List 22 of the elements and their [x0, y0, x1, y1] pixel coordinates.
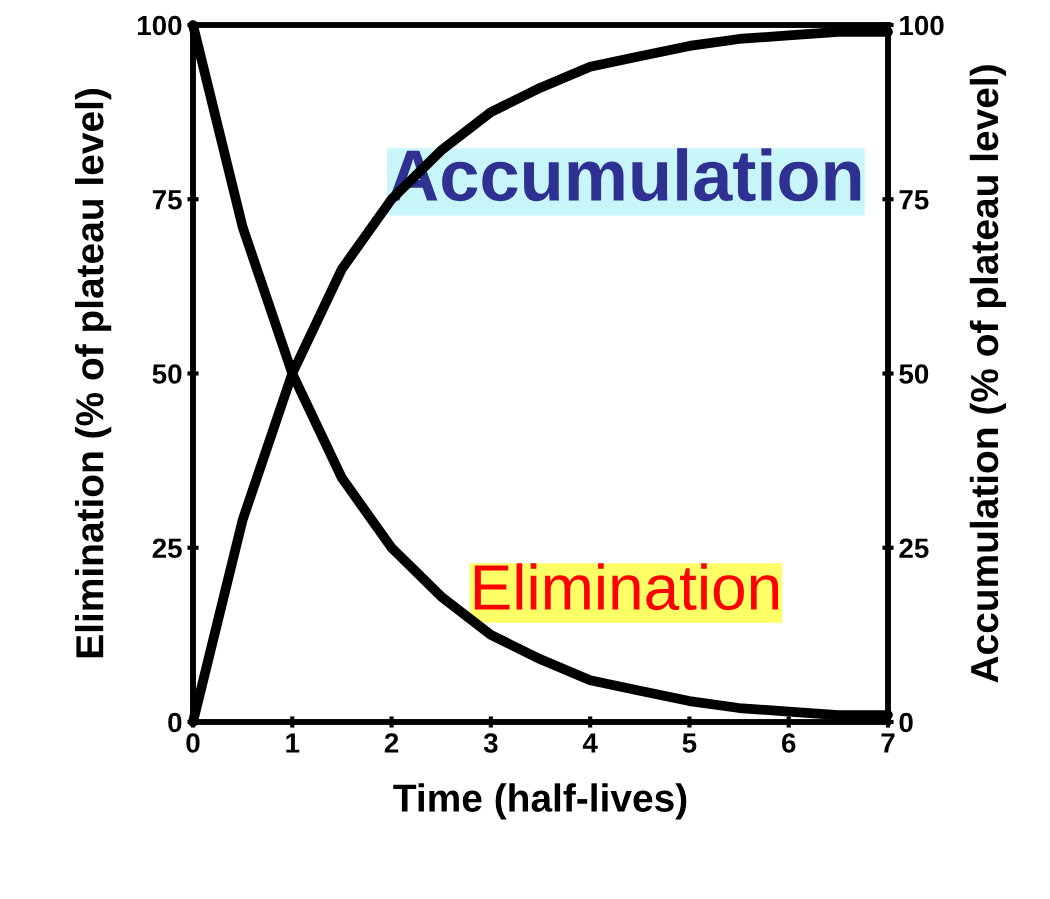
y-tick-label: 75 — [152, 190, 182, 210]
y2-tick-label: 75 — [899, 190, 929, 210]
y-tick-label: 25 — [152, 538, 182, 559]
series-label: Elimination — [474, 563, 778, 611]
y-tick-label: 0 — [168, 712, 182, 733]
y2-tick-label: 0 — [899, 712, 913, 733]
y2-tick-label: 100 — [900, 15, 944, 36]
x-tick-label: 3 — [483, 733, 498, 753]
y-tick-label: 100 — [137, 15, 182, 36]
x-tick-label: 1 — [286, 733, 300, 753]
y2-axis-title: Accumulation (% of plateau level) — [969, 65, 1007, 683]
x-tick-label: 2 — [384, 733, 399, 753]
y2-tick-label: 50 — [899, 364, 929, 384]
y-tick-label: 50 — [152, 364, 182, 384]
x-tick-label: 4 — [582, 733, 598, 753]
x-tick-label: 6 — [782, 733, 796, 753]
x-tick-label: 0 — [186, 733, 200, 753]
y-axis-title: Elimination (% of plateau level) — [74, 89, 112, 658]
y2-tick-label: 25 — [899, 538, 929, 559]
x-tick-label: 7 — [881, 733, 895, 753]
x-tick-label: 5 — [682, 733, 697, 753]
x-axis-title: Time (half-lives) — [393, 783, 687, 820]
